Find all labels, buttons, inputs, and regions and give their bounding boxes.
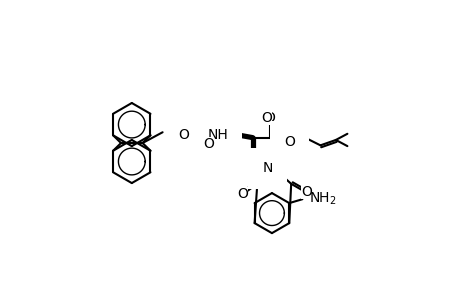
Text: O: O: [178, 128, 188, 142]
Text: N: N: [262, 161, 272, 176]
Text: O: O: [237, 187, 247, 201]
Text: O: O: [199, 138, 210, 152]
Text: O: O: [203, 137, 214, 151]
Text: O: O: [284, 135, 294, 149]
Text: O: O: [301, 184, 311, 199]
Text: NH: NH: [207, 128, 228, 142]
Text: O: O: [263, 111, 274, 125]
Text: O: O: [284, 135, 294, 149]
Text: O: O: [261, 111, 271, 124]
Text: NH: NH: [207, 128, 228, 142]
Text: N: N: [270, 160, 280, 174]
Text: O: O: [178, 128, 188, 142]
Text: NH$_2$: NH$_2$: [308, 191, 336, 207]
